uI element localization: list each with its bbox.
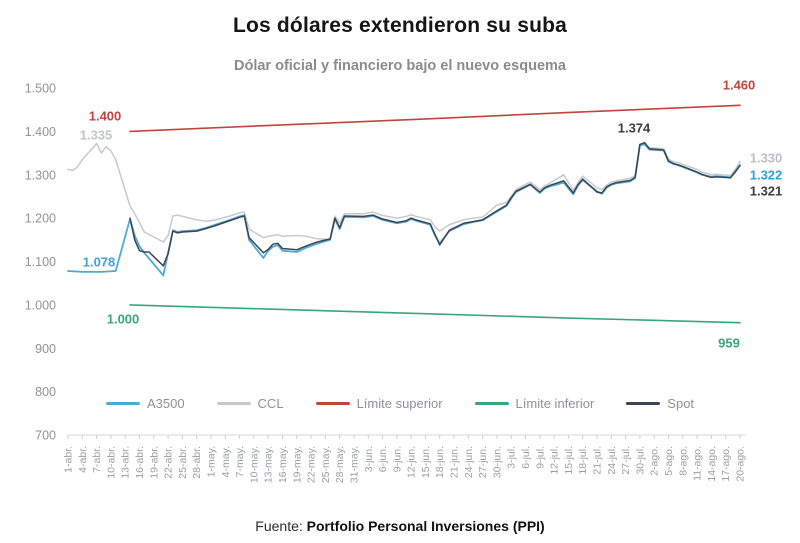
value-annotation: 1.460 [722, 77, 756, 93]
x-axis-label: 12-jun. [406, 446, 418, 478]
x-axis-label: 9-jul. [534, 446, 546, 469]
x-axis-label: 9-jun. [391, 446, 403, 472]
x-axis-label: 5-ago. [663, 446, 675, 476]
legend-swatch [626, 402, 661, 405]
x-axis-label: 8-ago. [677, 446, 689, 476]
legend-label: A3500 [146, 396, 185, 411]
value-annotation: 1.330 [749, 150, 783, 166]
x-axis-label: 10-may. [248, 446, 260, 483]
chart-title: Los dólares extendieron su suba [232, 14, 568, 37]
legend-item-límite-superior: Límite superior [315, 396, 443, 411]
x-axis-label: 28-abr. [191, 446, 203, 479]
legend-label: CCL [257, 396, 284, 411]
source-name: Portfolio Personal Inversiones (PPI) [306, 518, 545, 534]
x-axis-label: 18-jun. [434, 446, 446, 478]
x-axis-label: 15-jul. [563, 446, 575, 475]
x-axis-label: 11-ago. [692, 446, 704, 481]
y-axis-label: 900 [35, 342, 56, 356]
legend-item-límite-inferior: Límite inferior [474, 396, 595, 411]
x-axis-label: 25-abr. [177, 446, 189, 479]
y-axis-label: 700 [35, 429, 56, 443]
value-annotation: 1.321 [749, 183, 783, 199]
x-axis-label: 28-may. [334, 446, 346, 483]
x-axis-label: 30-jun. [491, 446, 503, 478]
x-axis-label: 7-abr. [91, 446, 103, 473]
y-axis-label: 1.300 [25, 168, 56, 182]
x-axis-label: 24-jul. [606, 446, 618, 475]
x-axis-label: 13-abr. [120, 446, 132, 479]
x-axis-label: 6-jun. [377, 446, 389, 472]
x-axis-label: 21-jul. [592, 446, 604, 475]
x-axis-label: 17-ago. [720, 446, 732, 482]
x-axis-label: 12-jul. [549, 446, 561, 475]
x-axis-label: 16-may. [277, 446, 289, 483]
x-axis-label: 25-may. [320, 446, 332, 483]
x-axis-label: 10-abr. [105, 446, 117, 479]
x-axis-label: 6-jul. [520, 446, 532, 469]
x-axis-label: 16-abr. [134, 446, 146, 479]
legend-item-a3500: A3500 [105, 396, 185, 411]
x-axis-label: 22-abr. [163, 446, 175, 479]
legend-swatch [315, 402, 350, 405]
x-axis-label: 4-abr. [77, 446, 89, 473]
chart-legend: A3500 CCL Límite superior Límite inferior Sp… [0, 396, 800, 411]
x-axis-label: 27-jun. [477, 446, 489, 478]
x-axis-label: 1-may. [205, 446, 217, 477]
legend-swatch [474, 402, 509, 405]
value-annotation: 1.374 [617, 120, 651, 136]
x-axis-label: 3-jul. [506, 446, 518, 469]
x-axis-label: 21-jun. [449, 446, 461, 478]
value-annotation: 1.078 [82, 254, 116, 270]
value-annotation: 1.000 [106, 311, 140, 327]
legend-label: Spot [667, 396, 695, 411]
legend-item-spot: Spot [626, 396, 694, 411]
legend-label: Límite inferior [515, 396, 595, 411]
x-axis-label: 14-ago. [706, 446, 718, 482]
series-line-límite-inferior [129, 304, 741, 324]
source-note: Fuente: Portfolio Personal Inversiones (… [0, 518, 800, 534]
y-axis-label: 1.200 [25, 212, 56, 226]
x-axis-label: 2-ago. [649, 446, 661, 476]
x-axis-label: 30-jul. [634, 446, 646, 475]
y-axis-label: 1.400 [25, 125, 56, 139]
x-axis-label: 4-may. [220, 446, 232, 477]
x-axis-label: 20-ago. [735, 446, 747, 482]
x-axis-label: 13-may. [263, 446, 275, 483]
legend-swatch [105, 402, 140, 405]
y-axis-label: 1.500 [25, 82, 56, 96]
x-axis-label: 27-jul. [620, 446, 632, 475]
value-annotation: 1.400 [88, 108, 122, 124]
y-axis-label: 1.100 [25, 255, 56, 269]
x-axis-label: 1-abr. [63, 446, 75, 473]
series-line-ccl [67, 142, 741, 243]
chart-subtitle: Dólar oficial y financiero bajo el nuevo… [234, 58, 566, 74]
value-annotation: 1.335 [79, 127, 113, 143]
legend-item-ccl: CCL [216, 396, 284, 411]
x-axis-label: 18-jul. [577, 446, 589, 475]
x-axis-label: 22-may. [306, 446, 318, 483]
value-annotation: 1.322 [749, 167, 783, 183]
y-axis-label: 1.000 [25, 298, 56, 312]
x-axis-label: 3-jun. [363, 446, 375, 472]
legend-swatch [216, 402, 251, 405]
x-axis-label: 19-may. [291, 446, 303, 483]
x-axis-label: 7-may. [234, 446, 246, 477]
legend-label: Límite superior [356, 396, 443, 411]
x-axis-label: 31-may. [348, 446, 360, 483]
source-prefix: Fuente: [255, 518, 307, 534]
x-axis-label: 15-jun. [420, 446, 432, 478]
x-axis-label: 19-abr. [148, 446, 160, 479]
series-line-spot [129, 141, 741, 267]
y-axis-label: 800 [35, 385, 56, 399]
x-axis-label: 24-jun. [463, 446, 475, 478]
series-line-límite-superior [129, 104, 741, 133]
value-annotation: 959 [718, 335, 740, 351]
series-line-a3500 [67, 143, 741, 277]
